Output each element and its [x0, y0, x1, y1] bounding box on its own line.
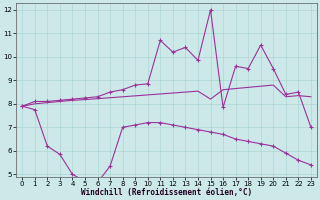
X-axis label: Windchill (Refroidissement éolien,°C): Windchill (Refroidissement éolien,°C)	[81, 188, 252, 197]
